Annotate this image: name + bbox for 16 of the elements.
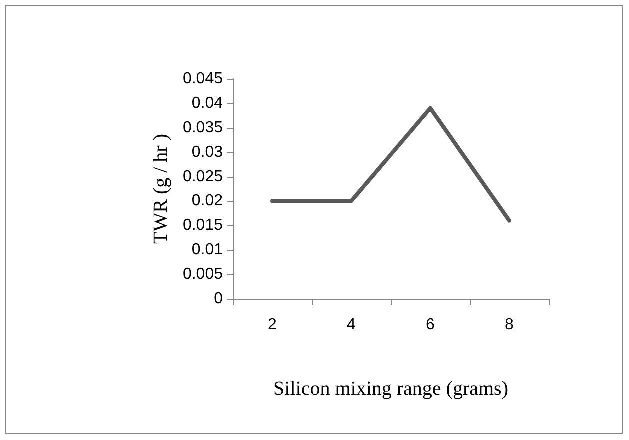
y-tick-label: 0.025 xyxy=(182,168,224,186)
y-axis-title: TWR (g / hr ) xyxy=(150,134,172,244)
x-tick-label: 6 xyxy=(426,316,436,334)
y-tick-label: 0.015 xyxy=(182,217,224,234)
y-tick-label: 0.02 xyxy=(192,192,224,210)
x-tick-label: 8 xyxy=(505,316,514,334)
y-tick-label: 0.045 xyxy=(182,70,224,88)
y-tick-label: 0.035 xyxy=(182,119,224,136)
y-tick-label: 0.03 xyxy=(192,144,224,161)
y-tick-label: 0.04 xyxy=(192,94,224,112)
x-tick-label: 4 xyxy=(347,316,356,334)
x-tick-label: 2 xyxy=(268,316,278,334)
y-tick-label: 0.005 xyxy=(182,266,224,284)
y-tick-label: 0.01 xyxy=(192,242,224,259)
y-tick-label: 0 xyxy=(214,290,224,308)
x-axis-title: Silicon mixing range (grams) xyxy=(274,378,508,400)
